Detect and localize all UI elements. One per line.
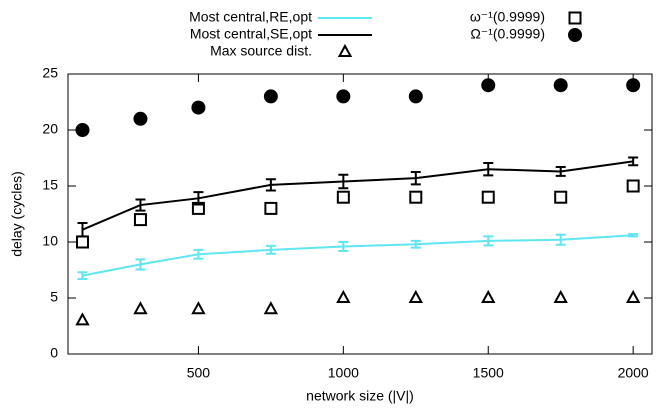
y-axis-label: delay (cycles) [9,171,25,257]
legend-label: Most central,SE,opt [190,26,312,42]
point [263,301,279,315]
y-tick-label: 15 [42,177,58,193]
error-bar [483,235,494,247]
point [191,201,205,215]
y-tick-label: 25 [42,65,58,81]
legend-label: Most central,RE,opt [189,9,312,25]
point [568,28,582,42]
point [75,123,90,137]
point [336,289,351,303]
error-bar [135,198,146,212]
point [133,301,148,315]
error-bar [77,271,88,280]
error-bar [410,171,421,186]
error-bar [265,244,276,255]
point [568,11,582,25]
point [625,289,641,303]
point [263,89,278,104]
y-tick-label: 20 [42,121,58,137]
y-tick-label: 5 [50,289,58,305]
series-line [82,160,634,231]
error-bar [77,221,88,238]
point [75,312,90,326]
point [409,190,423,204]
x-tick-label: 2000 [618,365,649,381]
point [336,190,350,204]
point [75,235,89,249]
point [191,100,206,115]
error-bar [193,248,204,260]
error-bar [555,165,566,177]
error-bar [338,173,349,190]
error-bar [483,162,494,177]
point [336,89,351,104]
point [626,179,640,193]
x-tick-label: 1000 [328,365,359,381]
point [408,89,423,104]
legend-label: Max source dist. [210,43,312,59]
plot-frame [67,73,653,355]
error-bar [265,178,276,192]
error-bar [628,156,639,167]
point [133,111,148,126]
point [554,190,568,204]
series-line [82,234,634,277]
point [133,213,147,227]
point [481,190,495,204]
point [626,78,641,93]
point [408,289,423,303]
legend-label: ω⁻¹(0.9999) [470,9,545,25]
point [191,301,206,315]
y-tick-label: 10 [42,233,58,249]
error-bar [628,233,639,238]
point [337,43,353,57]
error-bar [338,241,349,252]
point [553,289,568,303]
point [553,78,568,93]
point [481,78,496,93]
y-tick-label: 0 [50,345,58,361]
error-bar [410,239,421,249]
point [264,201,278,215]
x-axis-label: network size (|V|) [306,388,414,404]
x-tick-label: 500 [187,365,211,381]
legend-label: Ω⁻¹(0.9999) [470,26,545,42]
error-bar [135,258,146,271]
x-tick-label: 1500 [473,365,504,381]
point [481,289,496,303]
error-bar [555,233,566,246]
